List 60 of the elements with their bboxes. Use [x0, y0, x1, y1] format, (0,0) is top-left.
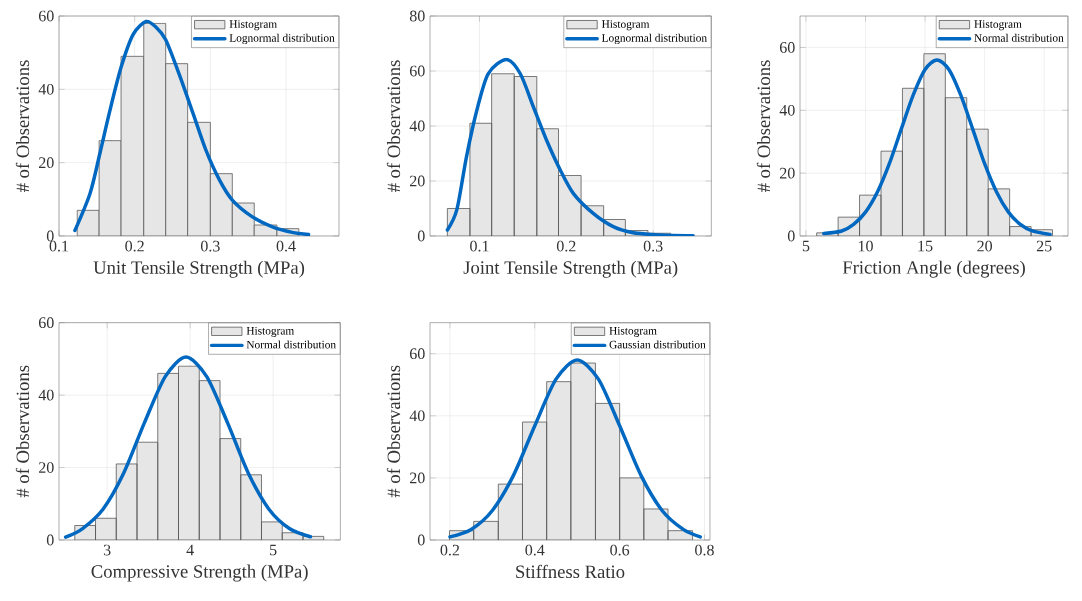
x-tick-label: 0.2 — [556, 240, 576, 252]
y-tick-label: 0 — [787, 230, 795, 242]
x-tick-label: 0.3 — [643, 240, 663, 252]
y-tick-label: 0 — [417, 230, 425, 242]
x-tick-label: 0.4 — [276, 240, 296, 252]
y-tick-label: 20 — [39, 157, 54, 169]
y-tick-label: 60 — [38, 317, 54, 329]
x-axis-title: Stiffness Ratio — [516, 564, 625, 579]
x-tick-label: 0.2 — [125, 240, 144, 252]
x-tick-label: 3 — [103, 544, 111, 556]
legend-label: Histogram — [246, 326, 295, 337]
y-tick-label: 20 — [410, 472, 425, 484]
y-tick-label: 40 — [38, 83, 54, 95]
y-tick-label: 60 — [38, 10, 54, 22]
legend-label: Lognormal distribution — [601, 33, 707, 45]
x-tick-label: 0.2 — [440, 544, 460, 556]
y-tick-label: 60 — [409, 348, 425, 360]
x-tick-label: 10 — [858, 240, 873, 252]
y-axis-title: # of Observations — [386, 60, 401, 193]
y-axis-title: # of Observations — [15, 60, 30, 193]
y-tick-label: 60 — [779, 42, 795, 53]
y-axis-title: # of Observations — [756, 60, 771, 193]
y-tick-label: 0 — [46, 230, 54, 242]
x-axis-title: Compressive Strength (MPa) — [91, 564, 308, 582]
legend-label: Histogram — [601, 20, 650, 31]
y-tick-label: 40 — [38, 389, 54, 401]
x-tick-label: 0.3 — [200, 240, 220, 252]
legend-label: Normal distribution — [246, 340, 336, 349]
x-tick-label: 25 — [1036, 240, 1052, 252]
x-axis-title: Unit Tensile Strength (MPa) — [93, 260, 305, 278]
x-axis-title: Joint Tensile Strength (MPa) — [463, 260, 678, 278]
y-tick-label: 80 — [409, 10, 425, 22]
x-tick-label: 4 — [186, 544, 194, 556]
legend-label: Gaussian distribution — [609, 340, 706, 349]
legend-label: Histogram — [229, 20, 277, 31]
x-tick-label: 5 — [270, 544, 277, 556]
x-axis-title: Friction Angle (degrees) — [842, 260, 1025, 278]
x-tick-label: 0.1 — [470, 240, 489, 252]
y-tick-label: 20 — [39, 462, 54, 473]
x-tick-label: 0.1 — [49, 240, 69, 252]
x-tick-label: 20 — [977, 240, 993, 252]
y-tick-label: 20 — [780, 167, 795, 179]
y-tick-label: 40 — [409, 410, 425, 422]
x-tick-label: 0.6 — [610, 544, 630, 556]
legend-label: Histogram — [609, 326, 657, 337]
legend-label: Normal distribution — [974, 33, 1064, 42]
y-tick-label: 20 — [410, 175, 425, 187]
y-tick-label: 0 — [46, 534, 54, 546]
x-tick-label: 5 — [802, 240, 810, 252]
x-tick-label: 15 — [918, 240, 933, 252]
legend-label: Lognormal distribution — [229, 33, 335, 45]
x-tick-label: 0.8 — [695, 544, 714, 556]
y-axis-title: # of Observations — [386, 365, 401, 498]
y-tick-label: 40 — [779, 104, 795, 116]
y-axis-title: # of Observations — [15, 365, 30, 498]
x-tick-label: 0.4 — [525, 544, 545, 556]
y-tick-label: 0 — [417, 534, 425, 546]
legend-label: Histogram — [974, 20, 1022, 31]
y-tick-label: 60 — [409, 65, 425, 77]
y-tick-label: 40 — [409, 120, 425, 132]
